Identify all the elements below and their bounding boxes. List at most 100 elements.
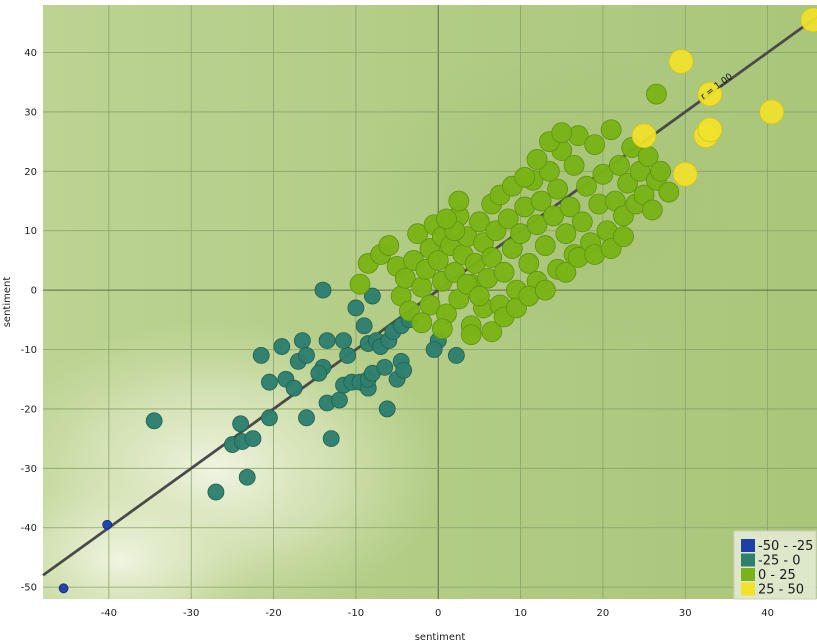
data-point (759, 99, 785, 125)
data-point (298, 409, 315, 427)
x-tick-label: -10 (348, 608, 364, 619)
data-point (411, 312, 433, 334)
data-point (469, 285, 490, 307)
data-point (650, 160, 671, 182)
data-point (608, 154, 630, 176)
data-point (641, 199, 663, 221)
data-point (481, 247, 503, 268)
x-tick-label: 20 (597, 608, 610, 619)
data-point (672, 161, 698, 187)
data-point (460, 324, 482, 346)
y-tick-label: -50 (21, 583, 37, 594)
data-point (378, 235, 400, 256)
data-point (592, 163, 614, 185)
y-tick-label: -40 (21, 523, 37, 534)
y-axis-label: sentiment (2, 277, 13, 328)
data-point (378, 400, 396, 418)
data-point (555, 223, 577, 245)
data-point (447, 347, 465, 364)
data-point (335, 332, 352, 350)
data-point (658, 181, 680, 203)
data-point (563, 154, 585, 176)
y-tick-label: 20 (24, 167, 37, 178)
data-point (600, 119, 622, 141)
y-tick-label: 10 (24, 226, 37, 237)
data-point (207, 483, 225, 501)
y-tick-label: -30 (21, 464, 37, 475)
data-point (436, 208, 457, 230)
data-point (530, 190, 552, 212)
data-point (252, 347, 270, 364)
x-tick-label: 30 (679, 608, 692, 619)
data-point (145, 412, 163, 430)
y-tick-labels: -50 -40 -30 -20 -10 0 10 20 30 40 (21, 48, 37, 594)
data-point (244, 430, 262, 448)
data-point (514, 166, 536, 188)
data-point (411, 276, 433, 298)
data-point (238, 468, 256, 486)
data-point (481, 321, 503, 343)
data-point (547, 178, 569, 200)
data-point (298, 347, 315, 364)
data-point (273, 338, 291, 355)
x-tick-label: 40 (761, 608, 774, 619)
y-tick-label: 30 (24, 107, 37, 118)
data-point (355, 317, 373, 335)
data-point (310, 364, 328, 382)
plot-background (43, 5, 817, 599)
y-tick-label: 0 (31, 286, 37, 297)
legend-swatch (741, 553, 755, 567)
data-point (376, 358, 394, 376)
legend-label: -50 - -25 (758, 539, 813, 554)
data-point (526, 214, 548, 236)
x-axis-label: sentiment (415, 632, 466, 643)
data-point (349, 273, 371, 295)
legend-label: -25 - 0 (758, 554, 800, 569)
x-tick-label: 0 (435, 608, 441, 619)
data-point (469, 211, 490, 233)
x-tick-labels: -40 -30 -20 -10 0 10 20 30 40 (101, 608, 774, 619)
legend-swatch (741, 568, 755, 581)
data-point (394, 267, 416, 289)
data-point (534, 235, 556, 256)
y-tick-label: -20 (21, 404, 37, 415)
data-point (322, 430, 340, 448)
data-point (571, 211, 593, 233)
data-point (631, 123, 657, 149)
legend-label: 25 - 50 (758, 583, 804, 598)
data-point (427, 250, 449, 271)
data-point (261, 373, 278, 391)
data-point (668, 49, 694, 74)
x-tick-label: -30 (183, 608, 199, 619)
x-tick-label: -20 (265, 608, 281, 619)
data-point (318, 332, 336, 350)
data-point (584, 134, 606, 155)
data-point (697, 117, 723, 143)
data-point (543, 205, 564, 227)
data-point (347, 299, 365, 317)
data-point (425, 341, 443, 358)
data-point (697, 81, 723, 107)
data-point (395, 361, 413, 379)
data-point (559, 196, 581, 218)
data-point (800, 7, 817, 33)
data-point (526, 149, 548, 170)
data-point (261, 409, 278, 427)
data-point (431, 318, 453, 340)
data-point (551, 122, 573, 144)
legend-swatch (741, 582, 755, 596)
data-point (102, 519, 113, 530)
data-point (613, 226, 634, 248)
data-point (576, 175, 597, 197)
x-tick-label: -40 (101, 608, 117, 619)
data-point (331, 391, 348, 409)
data-point (510, 223, 531, 245)
data-point (493, 261, 515, 283)
data-point (419, 294, 441, 316)
data-point (518, 252, 540, 274)
data-point (314, 281, 332, 299)
data-point (339, 347, 357, 364)
data-point (363, 287, 381, 305)
data-point (285, 379, 303, 397)
